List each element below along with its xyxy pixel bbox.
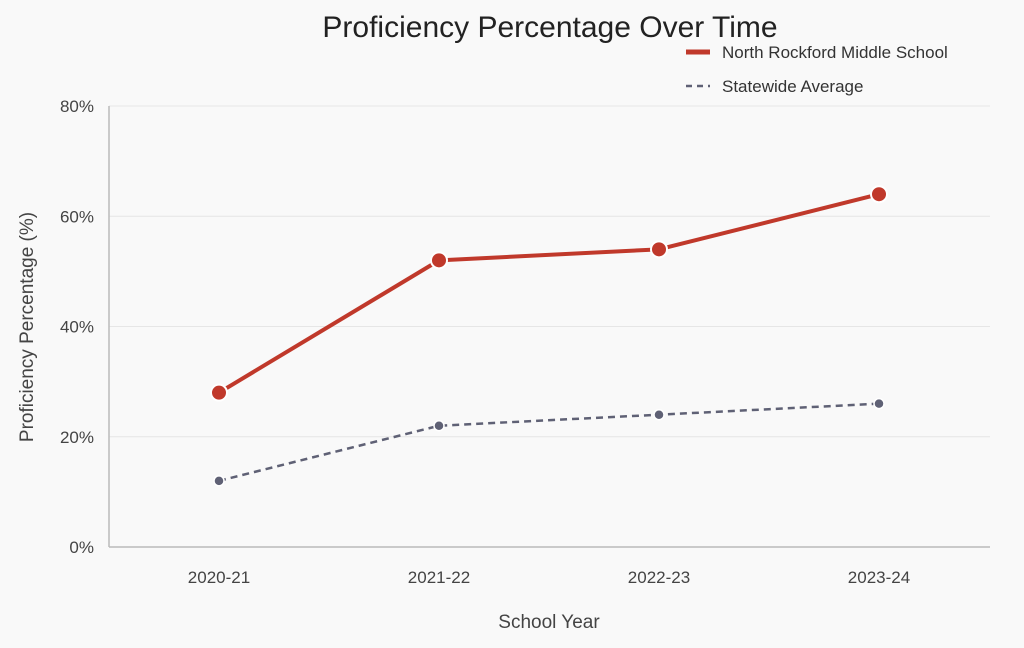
y-axis-label: Proficiency Percentage (%) xyxy=(17,212,38,442)
data-point-statewide xyxy=(213,475,225,487)
legend: North Rockford Middle School Statewide A… xyxy=(686,43,948,96)
x-tick-label: 2020-21 xyxy=(188,568,250,587)
x-tick-label: 2021-22 xyxy=(408,568,470,587)
y-tick-labels: 0% 20% 40% 60% 80% xyxy=(60,97,94,557)
data-point-north-rockford xyxy=(650,240,668,259)
x-axis-label: School Year xyxy=(498,612,600,633)
gridlines xyxy=(109,105,990,438)
y-tick-label: 80% xyxy=(60,97,94,116)
series-line-statewide xyxy=(218,402,880,483)
data-point-north-rockford xyxy=(210,383,228,402)
axes xyxy=(108,106,990,548)
data-point-statewide xyxy=(433,419,445,432)
x-tick-label: 2022-23 xyxy=(628,568,690,587)
y-tick-label: 60% xyxy=(60,207,94,226)
y-tick-label: 20% xyxy=(60,428,94,447)
legend-label-statewide: Statewide Average xyxy=(722,77,863,96)
x-tick-label: 2023-24 xyxy=(848,568,910,587)
series-group xyxy=(210,185,888,487)
data-point-north-rockford xyxy=(430,251,448,270)
x-tick-labels: 2020-21 2021-22 2022-23 2023-24 xyxy=(188,568,910,587)
chart-title: Proficiency Percentage Over Time xyxy=(322,11,777,44)
legend-label-north-rockford: North Rockford Middle School xyxy=(722,43,948,62)
series-line-north-rockford xyxy=(217,192,880,395)
data-point-north-rockford xyxy=(870,185,888,204)
data-point-statewide xyxy=(653,408,665,421)
data-point-statewide xyxy=(873,397,885,410)
y-tick-label: 40% xyxy=(60,318,94,337)
y-tick-label: 0% xyxy=(69,538,94,557)
